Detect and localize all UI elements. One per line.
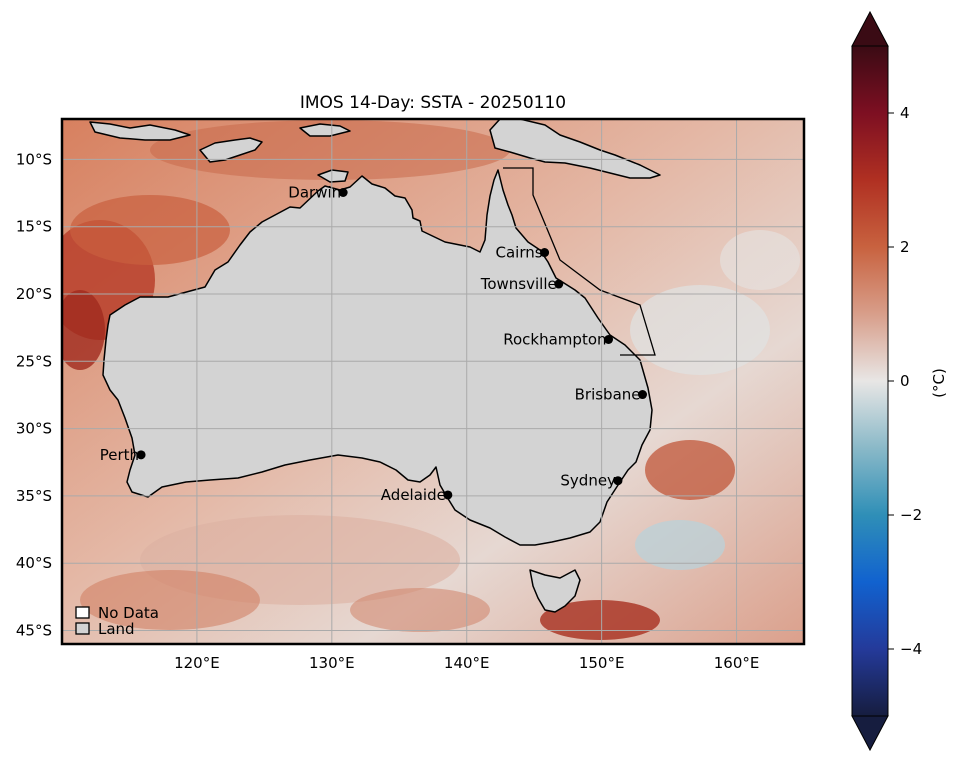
colorbar-tick-label: −2 xyxy=(900,506,922,524)
colorbar-extend-min xyxy=(851,715,889,752)
lon-tick-label: 130°E xyxy=(309,654,355,672)
city-marker xyxy=(554,279,564,289)
lat-tick-label: 20°S xyxy=(16,285,52,303)
city-label: Brisbane xyxy=(575,386,641,404)
city-marker xyxy=(638,390,648,400)
lon-tick-label: 160°E xyxy=(714,654,760,672)
longitude-ticks: 120°E 130°E 140°E 150°E 160°E xyxy=(174,654,759,672)
colorbar-tick-label: 2 xyxy=(900,238,910,256)
city-marker xyxy=(338,188,348,197)
city-markers: Darwin Cairns Townsville Rockhampton Brisban… xyxy=(100,184,648,504)
colorbar: 4 2 0 −2 −4 (°C) xyxy=(851,10,948,752)
colorbar-tick-label: −4 xyxy=(900,640,922,658)
legend-label: No Data xyxy=(98,604,159,622)
reef-park-boundary xyxy=(503,167,656,356)
lat-tick-label: 30°S xyxy=(16,420,52,438)
lon-tick-label: 120°E xyxy=(174,654,220,672)
anomaly-patches xyxy=(62,120,800,640)
flores-sumba-islands xyxy=(89,121,191,141)
lat-tick-label: 40°S xyxy=(16,554,52,572)
city-label: Darwin xyxy=(288,184,341,202)
city-marker xyxy=(136,450,146,460)
city-label: Perth xyxy=(100,446,139,464)
timor xyxy=(199,137,263,163)
city-label: Cairns xyxy=(496,244,543,262)
map-title: IMOS 14-Day: SSTA - 20250110 xyxy=(300,93,566,113)
australia-mainland xyxy=(102,169,653,546)
colorbar-tick-label: 0 xyxy=(900,372,910,390)
city-marker xyxy=(540,248,550,258)
city-label: Adelaide xyxy=(381,486,446,504)
land xyxy=(89,119,661,613)
legend-swatch xyxy=(75,606,90,619)
colorbar-ticks: 4 2 0 −2 −4 xyxy=(888,104,922,658)
colorbar-tick-label: 4 xyxy=(900,104,910,122)
lon-tick-label: 140°E xyxy=(444,654,490,672)
new-guinea xyxy=(489,119,661,179)
lon-tick-label: 150°E xyxy=(579,654,625,672)
tasmania xyxy=(529,569,581,613)
gridlines xyxy=(62,119,804,644)
latitude-ticks: 10°S 15°S 20°S 25°S 30°S 35°S 40°S 45°S xyxy=(16,150,52,639)
legend-swatch xyxy=(75,622,90,635)
city-marker xyxy=(443,490,453,500)
colorbar-gradient xyxy=(852,46,888,716)
lat-tick-label: 35°S xyxy=(16,487,52,505)
melville-island xyxy=(317,169,349,183)
city-marker xyxy=(613,476,623,486)
city-marker xyxy=(604,335,614,344)
colorbar-extend-max xyxy=(851,10,889,47)
timor-leste xyxy=(299,123,351,137)
map-panel xyxy=(62,119,804,644)
legend-label: Land xyxy=(98,620,135,638)
lat-tick-label: 10°S xyxy=(16,150,52,168)
city-label: Sydney xyxy=(560,472,616,490)
lat-tick-label: 15°S xyxy=(16,218,52,236)
colorbar-label: (°C) xyxy=(930,368,948,398)
city-label: Townsville xyxy=(480,275,557,293)
lat-tick-label: 45°S xyxy=(16,622,52,640)
map-frame xyxy=(60,117,806,646)
city-label: Rockhampton xyxy=(503,331,606,349)
lat-tick-label: 25°S xyxy=(16,352,52,370)
